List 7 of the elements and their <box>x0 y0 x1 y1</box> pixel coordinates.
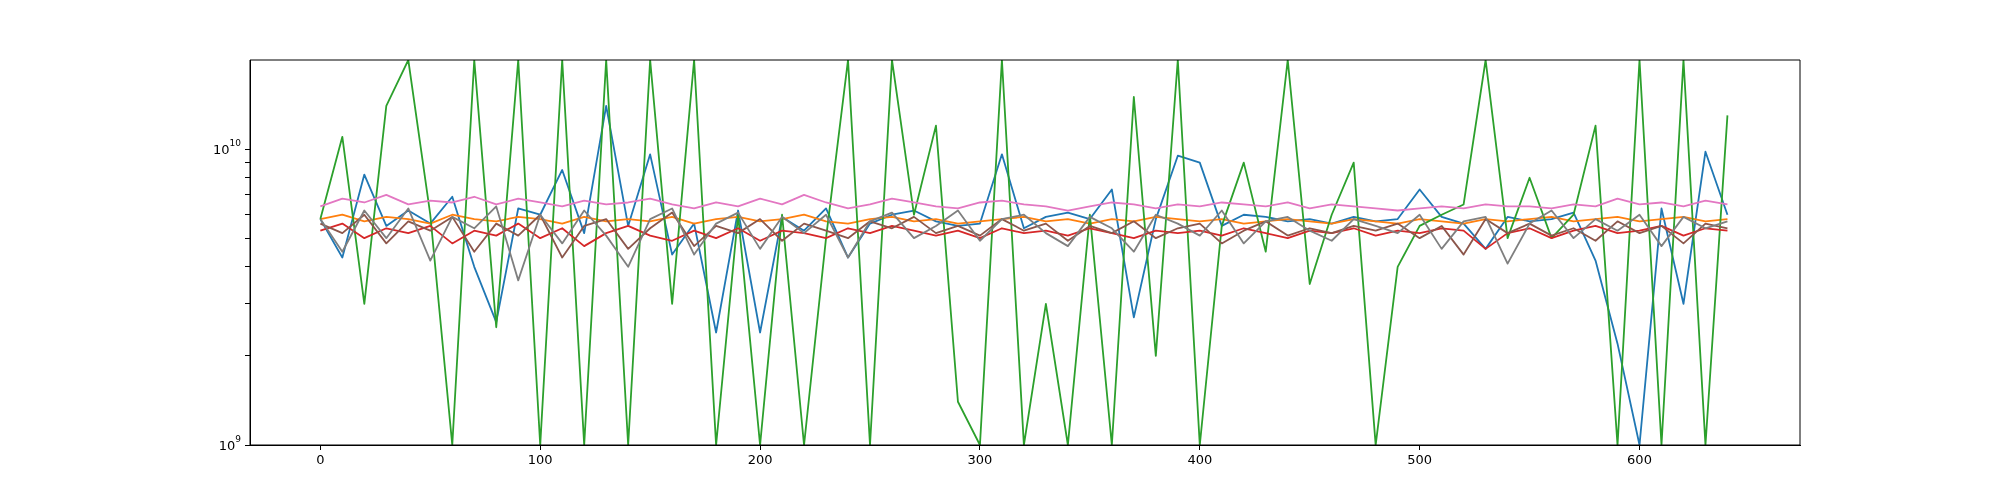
x-tick-label: 300 <box>967 452 993 468</box>
x-tick-label: 100 <box>527 452 553 468</box>
x-tick-label: 500 <box>1407 452 1433 468</box>
x-tick-label: 200 <box>747 452 773 468</box>
x-tick-label: 400 <box>1187 452 1213 468</box>
x-tick-label: 0 <box>316 452 325 468</box>
x-tick-label: 600 <box>1627 452 1652 468</box>
